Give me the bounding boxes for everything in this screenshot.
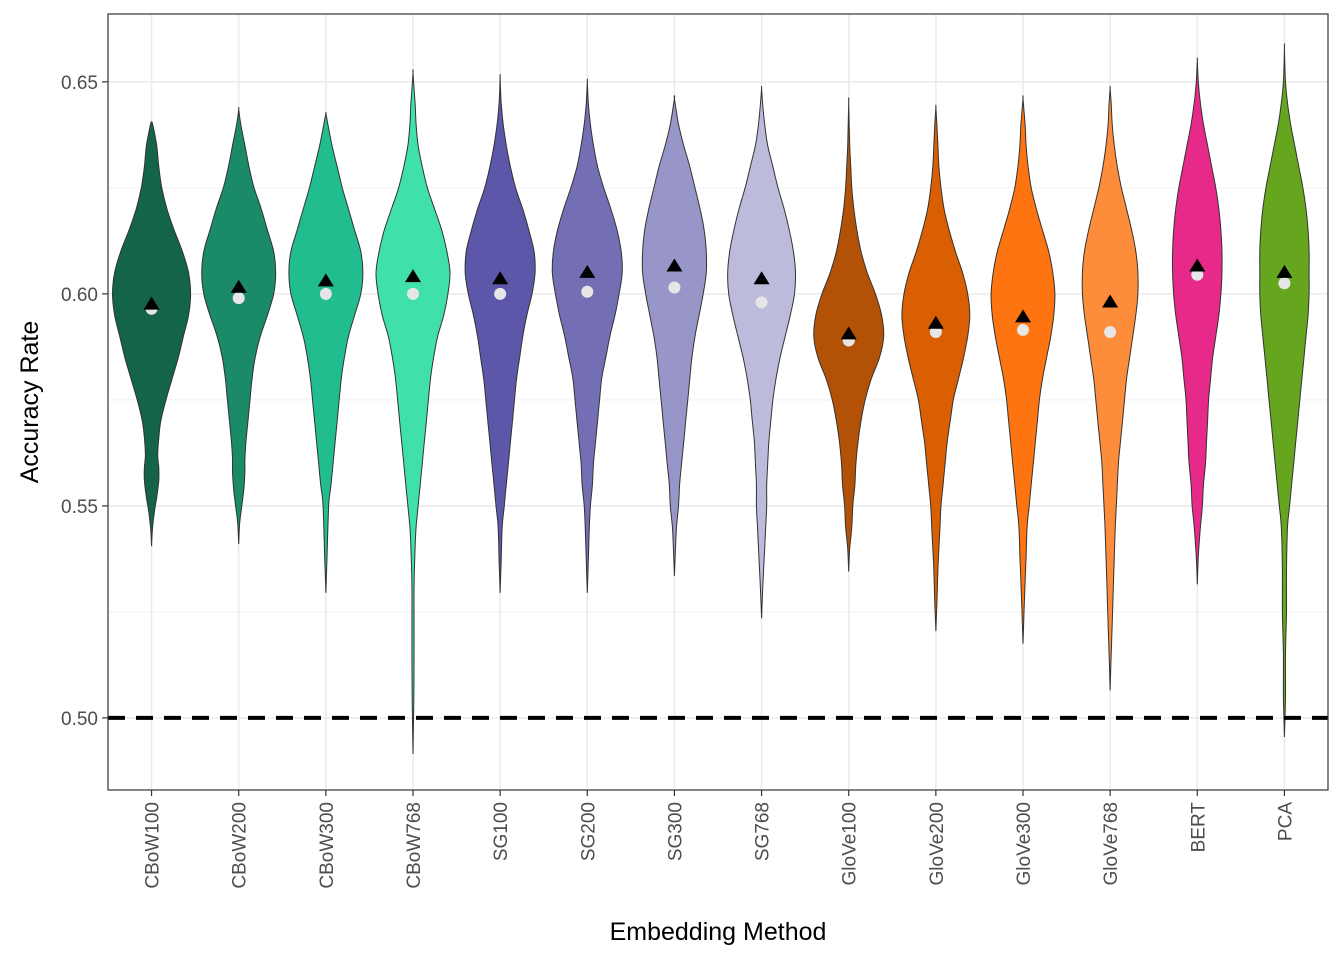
triangle-marker-pca	[1276, 264, 1293, 278]
circle-marker-glove200	[929, 326, 942, 339]
x-tick-label: GloVe100	[840, 802, 861, 885]
y-tick-label: 0.60	[61, 285, 98, 306]
circle-marker-cbow200	[232, 292, 245, 305]
x-tick-label: GloVe300	[1014, 802, 1035, 885]
violin-glove300	[990, 95, 1056, 644]
triangle-marker-sg200	[579, 264, 596, 278]
triangle-marker-bert	[1189, 258, 1206, 272]
triangle-marker-sg300	[666, 258, 683, 272]
triangle-marker-sg100	[492, 271, 509, 285]
x-tick-label: SG768	[753, 802, 774, 861]
plot-border	[107, 13, 1329, 791]
plot-panel	[108, 14, 1328, 790]
x-tick-label: GloVe200	[927, 802, 948, 885]
violin-sg300	[641, 95, 708, 576]
violin-sg768	[727, 85, 797, 619]
y-tick-label: 0.65	[61, 73, 98, 94]
y-axis: 0.50 0.55 0.60 0.65	[61, 73, 108, 730]
violin-cbow300	[288, 111, 364, 593]
triangle-marker-glove200	[927, 315, 944, 329]
x-tick-label: CBoW768	[404, 802, 425, 889]
violin-glove768	[1081, 85, 1139, 691]
triangle-marker-cbow200	[230, 279, 247, 293]
x-tick-label: SG100	[491, 802, 512, 861]
circle-marker-pca	[1278, 277, 1291, 290]
triangle-marker-cbow300	[317, 273, 334, 287]
x-tick-label: SG200	[578, 802, 599, 861]
circle-marker-glove300	[1017, 323, 1029, 336]
triangle-marker-cbow100	[143, 296, 160, 310]
x-tick-label: CBoW100	[143, 802, 164, 889]
violin-cbow100	[111, 121, 192, 547]
circle-marker-cbow768	[407, 287, 419, 300]
violin-glove200	[901, 104, 971, 632]
violins	[111, 43, 1310, 755]
x-axis: CBoW100 CBoW200 CBoW300 CBoW768 SG100 SG200 SG…	[143, 790, 1296, 889]
violin-cbow200	[201, 107, 277, 545]
x-tick-label: PCA	[1275, 802, 1296, 841]
violin-sg200	[551, 78, 623, 593]
triangle-marker-glove100	[840, 326, 857, 340]
triangle-marker-sg768	[753, 271, 770, 285]
triangle-marker-cbow768	[405, 269, 421, 283]
circle-marker-sg768	[755, 296, 768, 309]
violin-cbow768	[375, 69, 451, 755]
circle-marker-cbow300	[319, 287, 332, 300]
violin-pca	[1259, 43, 1310, 738]
x-axis-title: Embedding Method	[610, 918, 827, 946]
triangle-marker-glove768	[1102, 294, 1119, 308]
triangle-marker-glove300	[1015, 309, 1031, 323]
circle-marker-glove768	[1104, 326, 1117, 339]
markers	[143, 258, 1293, 347]
x-tick-label: CBoW200	[230, 802, 251, 889]
x-tick-label: GloVe768	[1101, 802, 1122, 885]
y-tick-label: 0.55	[61, 497, 98, 518]
circle-marker-sg100	[494, 287, 507, 300]
x-tick-label: CBoW300	[317, 802, 338, 889]
violin-bert	[1171, 57, 1223, 585]
x-tick-label: BERT	[1188, 802, 1209, 853]
x-tick-label: SG300	[665, 802, 686, 861]
violin-sg100	[464, 73, 536, 593]
y-axis-title: Accuracy Rate	[16, 321, 44, 484]
circle-marker-sg300	[668, 281, 681, 294]
circle-marker-sg200	[581, 285, 594, 298]
circle-marker-bert	[1191, 268, 1204, 281]
y-tick-label: 0.50	[61, 709, 98, 730]
